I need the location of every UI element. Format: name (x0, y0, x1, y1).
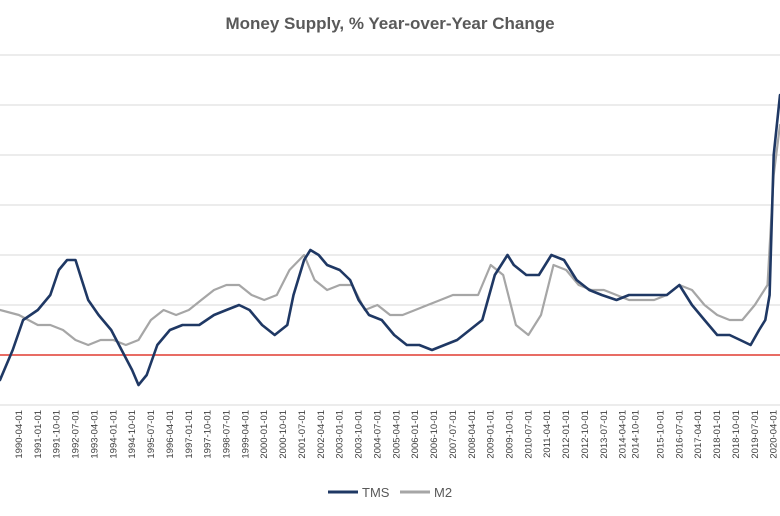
x-tick-label: 2009-01-01 (486, 410, 497, 459)
x-tick-label: 1999-04-01 (240, 410, 251, 459)
x-tick-label: 2008-04-01 (467, 410, 478, 459)
legend: TMS M2 (328, 485, 452, 500)
x-tick-label: 2016-07-01 (674, 410, 685, 459)
x-tick-label: 2006-10-01 (429, 410, 440, 459)
chart-title: Money Supply, % Year-over-Year Change (225, 14, 554, 33)
legend-label-tms: TMS (362, 485, 390, 500)
series-lines (0, 93, 780, 387)
x-tick-label: 2020-04-01 (769, 410, 780, 459)
x-tick-label: 2004-07-01 (372, 410, 383, 459)
x-tick-label: 2018-01-01 (712, 410, 723, 459)
x-tick-label: 1994-10-01 (127, 410, 138, 459)
legend-label-m2: M2 (434, 485, 452, 500)
x-tick-label: 2000-01-01 (259, 410, 270, 459)
x-tick-label: 2015-10-01 (656, 410, 667, 459)
x-tick-label: 1996-04-01 (165, 410, 176, 459)
x-tick-label: 2006-01-01 (410, 410, 421, 459)
x-tick-label: 2009-10-01 (505, 410, 516, 459)
x-tick-label: 1991-01-01 (33, 410, 44, 459)
x-tick-label: 2012-01-01 (561, 410, 572, 459)
x-tick-label: 2018-10-01 (731, 410, 742, 459)
x-tick-label: 1998-07-01 (221, 410, 232, 459)
x-tick-label: 1993-04-01 (89, 410, 100, 459)
x-tick-label: 2010-07-01 (523, 410, 534, 459)
x-tick-label: 1997-10-01 (203, 410, 214, 459)
x-tick-label: 1997-01-01 (184, 410, 195, 459)
x-tick-label: 2017-04-01 (693, 410, 704, 459)
x-tick-label: 1992-07-01 (71, 410, 82, 459)
x-tick-label: 2014-10-01 (630, 410, 641, 459)
x-axis-ticks: 1990-04-01 1991-01-01 1991-10-01 1992-07-01… (14, 410, 780, 459)
x-tick-label: 2014-04-01 (618, 410, 629, 459)
x-tick-label: 2011-04-01 (542, 410, 553, 458)
x-tick-label: 2003-10-01 (354, 410, 365, 459)
x-tick-label: 2013-07-01 (599, 410, 610, 459)
x-tick-label: 2003-01-01 (335, 410, 346, 459)
x-tick-label: 2001-07-01 (297, 410, 308, 459)
x-tick-label: 2002-04-01 (316, 410, 327, 459)
x-tick-label: 2019-07-01 (750, 410, 761, 459)
x-tick-label: 2000-10-01 (278, 410, 289, 459)
x-tick-label: 2005-04-01 (391, 410, 402, 459)
series-line-m2 (0, 123, 780, 347)
x-tick-label: 1994-01-01 (108, 410, 119, 459)
series-line-tms (0, 93, 780, 387)
gridlines (0, 54, 780, 406)
x-tick-label: 2012-10-01 (580, 410, 591, 459)
x-tick-label: 1995-07-01 (146, 410, 157, 459)
x-tick-label: 1991-10-01 (52, 410, 63, 459)
x-tick-label: 1990-04-01 (14, 410, 25, 459)
x-tick-label: 2007-07-01 (448, 410, 459, 459)
